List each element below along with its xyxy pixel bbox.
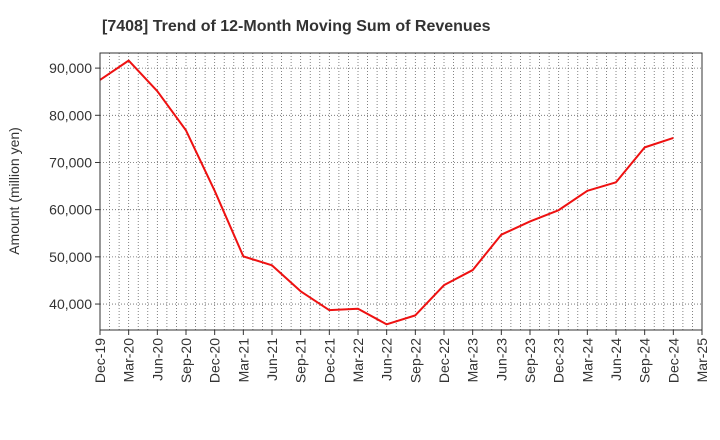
data-point [241, 254, 246, 259]
data-point [585, 188, 590, 193]
x-tick-label: Mar-20 [121, 338, 137, 383]
x-tick-label: Dec-21 [321, 338, 337, 383]
y-tick-label: 50,000 [49, 249, 92, 265]
x-axis-ticks: Dec-19 Mar-20 Jun-20 Sep-20 Dec-20 Mar-21 Jun-… [92, 330, 710, 383]
data-point [614, 180, 619, 185]
x-tick-label: Mar-25 [694, 338, 710, 383]
x-tick-label: Dec-22 [436, 338, 452, 383]
y-tick-label: 60,000 [49, 202, 92, 218]
y-axis-label: Amount (million yen) [6, 127, 22, 255]
plot-frame [99, 52, 703, 331]
x-tick-label: Dec-24 [665, 338, 681, 383]
data-point [671, 135, 676, 140]
x-tick-label: Jun-21 [264, 338, 280, 381]
y-tick-label: 40,000 [49, 296, 92, 312]
y-tick-label: 90,000 [49, 60, 92, 76]
x-tick-label: Sep-21 [293, 338, 309, 383]
data-point [384, 322, 389, 327]
x-tick-label: Jun-22 [379, 338, 395, 381]
data-point [298, 289, 303, 294]
data-point [642, 145, 647, 150]
data-point [212, 188, 217, 193]
y-tick-label: 80,000 [49, 107, 92, 123]
revenue-series-line [99, 59, 674, 326]
x-tick-label: Mar-22 [350, 338, 366, 383]
y-axis-ticks: 40,000 50,000 60,000 70,000 80,000 90,000 [49, 60, 100, 312]
data-point [499, 232, 504, 237]
x-tick-label: Jun-24 [608, 338, 624, 381]
data-point [184, 128, 189, 133]
gridlines [100, 53, 702, 330]
data-point [442, 283, 447, 288]
x-tick-label: Sep-20 [178, 338, 194, 383]
data-point [470, 268, 475, 273]
x-tick-label: Sep-22 [407, 338, 423, 383]
data-point [413, 313, 418, 318]
y-tick-label: 70,000 [49, 154, 92, 170]
x-tick-label: Mar-24 [579, 338, 595, 383]
x-tick-label: Jun-23 [493, 338, 509, 381]
data-point [556, 208, 561, 213]
x-tick-label: Jun-20 [149, 338, 165, 381]
x-tick-label: Mar-23 [465, 338, 481, 383]
data-point [528, 219, 533, 224]
x-tick-label: Dec-23 [551, 338, 567, 383]
chart-title: [7408] Trend of 12-Month Moving Sum of R… [102, 18, 491, 35]
x-tick-label: Dec-20 [207, 338, 223, 383]
data-point [270, 263, 275, 268]
x-tick-label: Mar-21 [235, 338, 251, 383]
data-point [126, 58, 131, 63]
series-layer [99, 58, 676, 327]
x-tick-label: Sep-24 [637, 338, 653, 383]
data-point [356, 306, 361, 311]
data-point [327, 308, 332, 313]
data-point [155, 89, 160, 94]
x-tick-label: Dec-19 [92, 338, 108, 383]
x-tick-label: Sep-23 [522, 338, 538, 383]
